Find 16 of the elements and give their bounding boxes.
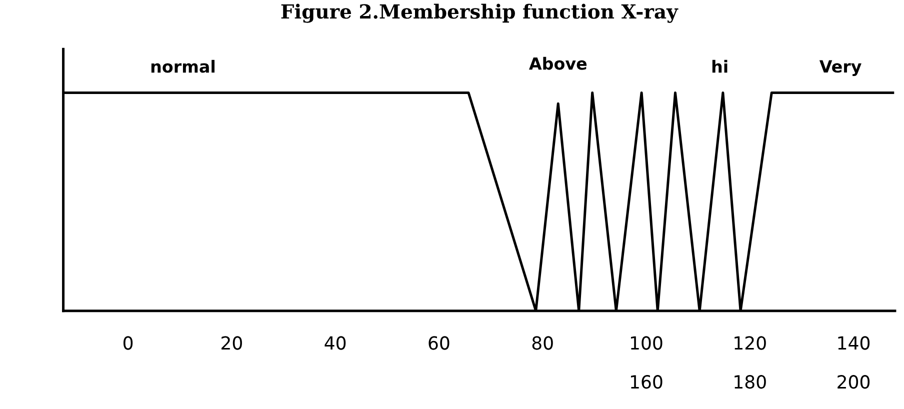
x-tick-label: 0 [124,336,133,350]
x-tick-label: 120 [734,336,766,350]
x-tick-label: 100 [630,336,662,350]
annotation: normal [151,60,215,73]
text: 200 [838,375,870,389]
x-tick-label: 80 [532,336,553,350]
x-tick-label: 140 [838,336,870,350]
text: 180 [734,375,766,389]
chart-title: Figure 2.Membership function X-ray [281,4,678,23]
x-tick-label: 40 [324,336,346,350]
annotation: Very [819,60,862,76]
x-tick-label: 60 [428,336,450,350]
annotation: Above [529,56,587,70]
text: 160 [630,375,662,389]
x-tick-label: 20 [222,336,242,350]
annotation: hi [712,60,728,73]
